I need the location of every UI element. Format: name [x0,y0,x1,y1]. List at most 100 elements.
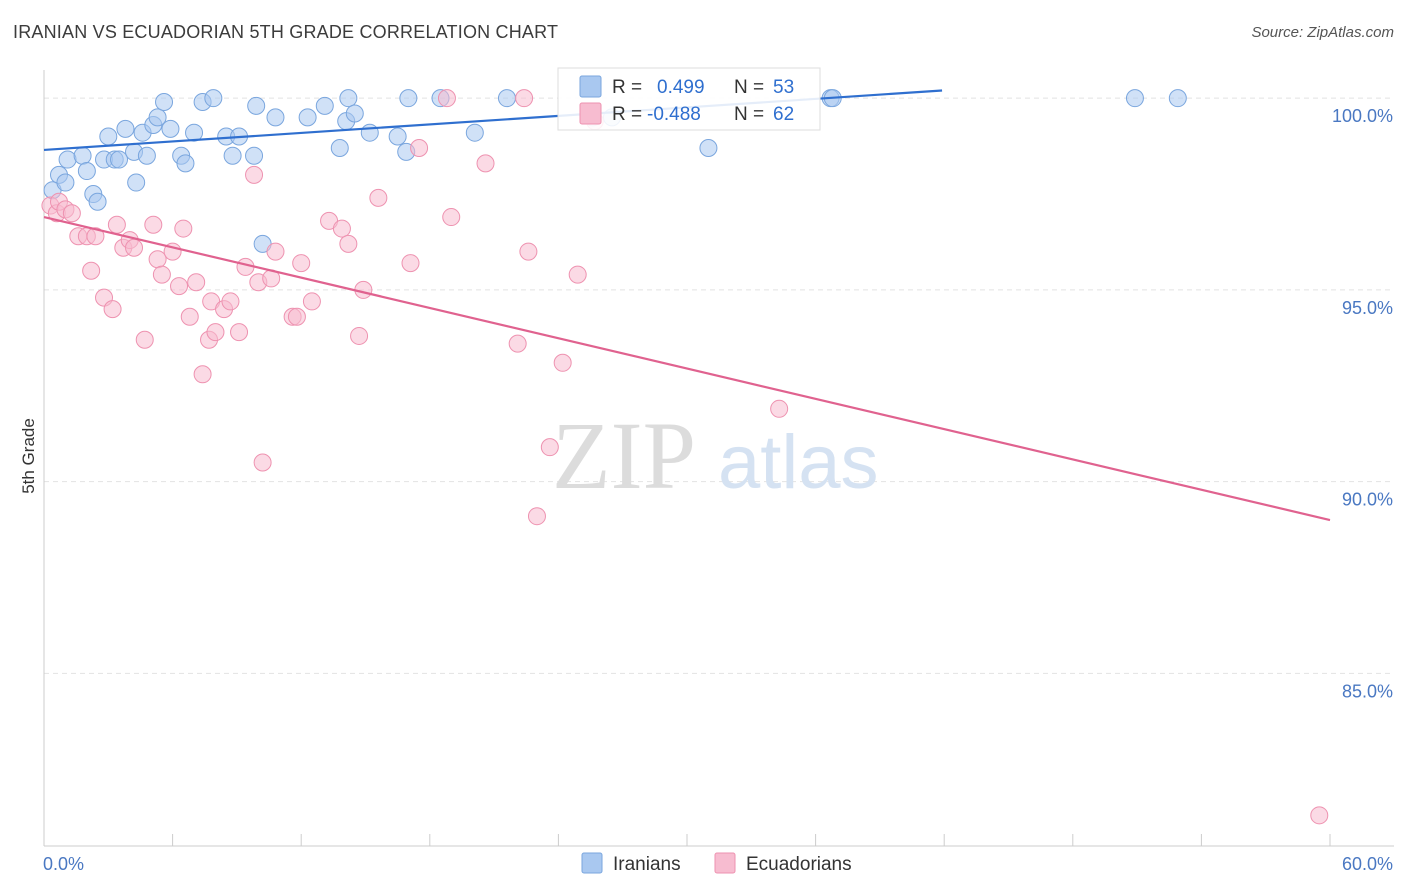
iranian-point [137,146,156,165]
ecuadorian-point [568,265,587,284]
iranian-legend-swatch [579,75,602,98]
ecuadorian-point [515,89,534,108]
source-credit: Source: ZipAtlas.com [1251,24,1394,41]
ecuadorian-point [350,326,369,345]
iranian-point [73,146,92,165]
iranian-point [161,119,180,138]
ecuadorian-legend-swatch [579,102,602,125]
iranian-point [88,192,107,211]
iranian-n-value: 53 [773,77,794,98]
ecuadorian-point [1310,806,1329,825]
ecuadorian-point [508,334,527,353]
iranian-point [127,173,146,192]
y-axis-title: 5th Grade [19,418,38,494]
ecuadorian-point [82,261,101,280]
iranian-point [155,93,174,112]
iranian-point [176,154,195,173]
watermark-atlas: atlas [718,420,879,505]
iranian-point [345,104,364,123]
iranian-point [148,108,167,127]
y-tick-label-90: 90.0% [1342,490,1393,510]
legend-iranians-swatch [581,852,603,874]
ecuadorian-point [410,139,429,158]
ecuadorian-point [287,307,306,326]
ecuadorian-point [253,453,272,472]
ecuadorian-point [221,292,240,311]
ecuadorian-point [107,215,126,234]
legend-ecuadorians-swatch [714,852,736,874]
ecuadorian-point [553,353,572,372]
ecuadorian-point [193,365,212,384]
ecuadorian-r-label: R = [612,104,642,125]
legend-iranians-label: Iranians [613,854,681,875]
ecuadorian-point [174,219,193,238]
iranian-point [58,150,77,169]
ecuadorian-trend-line [43,215,1331,522]
ecuadorian-point [187,273,206,292]
y-tick-label-85: 85.0% [1342,681,1393,701]
iranian-point [339,89,358,108]
ecuadorian-point [206,323,225,342]
ecuadorian-point [476,154,495,173]
ecuadorian-point [292,254,311,273]
ecuadorian-point [401,254,420,273]
iranian-point [77,162,96,181]
iranian-point [116,119,135,138]
iranian-point [99,127,118,146]
ecuadorian-n-label: N = [734,104,764,125]
ecuadorian-point [519,242,538,261]
x-tick-label-max: 60.0% [1342,854,1393,874]
ecuadorian-point [103,300,122,319]
iranian-point [497,89,516,108]
ecuadorian-point [442,208,461,227]
x-tick-label-min: 0.0% [43,854,84,874]
y-tick-label-100: 100.0% [1332,106,1393,126]
iranian-point [465,123,484,142]
ecuadorian-point [332,219,351,238]
iranian-point [330,139,349,158]
ecuadorian-point [770,399,789,418]
ecuadorian-point [230,323,249,342]
ecuadorian-point [527,507,546,526]
ecuadorian-point [148,250,167,269]
iranian-r-label: R = [612,77,642,98]
iranian-point [110,150,129,169]
ecuadorian-point [266,242,285,261]
iranian-point [247,96,266,115]
iranian-point [245,146,264,165]
ecuadorian-point [144,215,163,234]
legend-ecuadorians-label: Ecuadorians [746,854,852,875]
iranian-point [388,127,407,146]
ecuadorian-point [540,438,559,457]
ecuadorian-point [339,234,358,253]
iranian-r-value: 0.499 [657,77,705,98]
iranian-point [1168,89,1187,108]
iranian-point [399,89,418,108]
ecuadorian-n-value: 62 [773,104,794,125]
ecuadorian-point [170,277,189,296]
iranian-point [266,108,285,127]
ecuadorian-point [135,330,154,349]
bottom-legend: Iranians Ecuadorians [581,852,852,875]
ecuadorian-r-value: -0.488 [647,104,701,125]
ecuadorian-point [62,204,81,223]
iranian-point [1125,89,1144,108]
iranian-point [298,108,317,127]
chart-title: IRANIAN VS ECUADORIAN 5TH GRADE CORRELAT… [13,22,559,42]
iranian-point [315,96,334,115]
stats-legend: R = 0.499 N = 53 R = -0.488 N = 62 [557,67,821,131]
ecuadorian-point [152,265,171,284]
iranian-point [185,123,204,142]
ecuadorian-point [302,292,321,311]
axes [43,70,1394,847]
iranian-point [204,89,223,108]
iranian-n-label: N = [734,77,764,98]
iranian-point [56,173,75,192]
ecuadorian-point [125,238,144,257]
ecuadorian-point [180,307,199,326]
iranian-point [223,146,242,165]
y-tick-label-95: 95.0% [1342,298,1393,318]
grid [44,97,1394,674]
y-tick-labels: 85.0% 90.0% 95.0% 100.0% [1332,106,1393,701]
